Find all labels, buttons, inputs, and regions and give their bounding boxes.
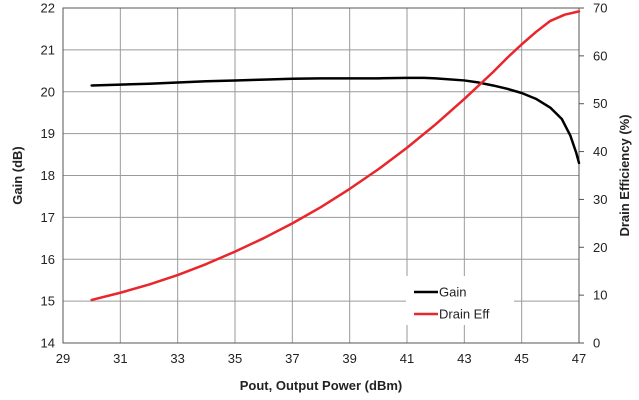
x-axis-title: Pout, Output Power (dBm) <box>240 378 402 393</box>
x-tick-label: 35 <box>228 351 242 366</box>
left-tick-label: 17 <box>41 210 55 225</box>
x-tick-label: 29 <box>56 351 70 366</box>
left-tick-label: 20 <box>41 84 55 99</box>
left-axis-ticks: 14 15 16 17 18 19 20 21 22 <box>41 1 55 351</box>
right-axis-title: Drain Efficiency (%) <box>617 114 632 236</box>
right-tick-label: 10 <box>593 288 607 303</box>
right-tick-label: 70 <box>593 1 607 16</box>
series-line-drain-eff <box>90 10 581 302</box>
left-tick-label: 22 <box>41 1 55 16</box>
x-tick-label: 33 <box>170 351 184 366</box>
right-tick-label: 20 <box>593 240 607 255</box>
x-tick-label: 31 <box>113 351 127 366</box>
x-tick-label: 39 <box>342 351 356 366</box>
right-tick-label: 40 <box>593 144 607 159</box>
left-tick-label: 15 <box>41 294 55 309</box>
left-tick-label: 14 <box>41 336 55 351</box>
series-line-gain <box>90 76 581 165</box>
left-tick-label: 21 <box>41 42 55 57</box>
x-tick-label: 43 <box>457 351 471 366</box>
x-tick-label: 41 <box>400 351 414 366</box>
left-tick-label: 19 <box>41 126 55 141</box>
series-lines <box>90 10 581 302</box>
plot-frame <box>62 7 580 344</box>
left-tick-label: 16 <box>41 252 55 267</box>
right-axis-ticks: 0 10 20 30 40 50 60 70 <box>579 1 607 351</box>
right-tick-label: 30 <box>593 192 607 207</box>
legend-label: Gain <box>439 285 466 300</box>
legend-label: Drain Eff <box>439 307 490 322</box>
x-axis-ticks: 29 31 33 35 37 39 41 43 45 47 <box>56 351 586 366</box>
x-tick-label: 37 <box>285 351 299 366</box>
legend: Gain Drain Eff <box>406 276 514 325</box>
x-tick-label: 47 <box>572 351 586 366</box>
right-tick-label: 0 <box>593 336 600 351</box>
right-tick-label: 50 <box>593 96 607 111</box>
left-axis-title: Gain (dB) <box>10 146 25 205</box>
right-tick-label: 60 <box>593 48 607 63</box>
x-tick-label: 45 <box>514 351 528 366</box>
legend-box <box>406 276 514 325</box>
left-tick-label: 18 <box>41 168 55 183</box>
